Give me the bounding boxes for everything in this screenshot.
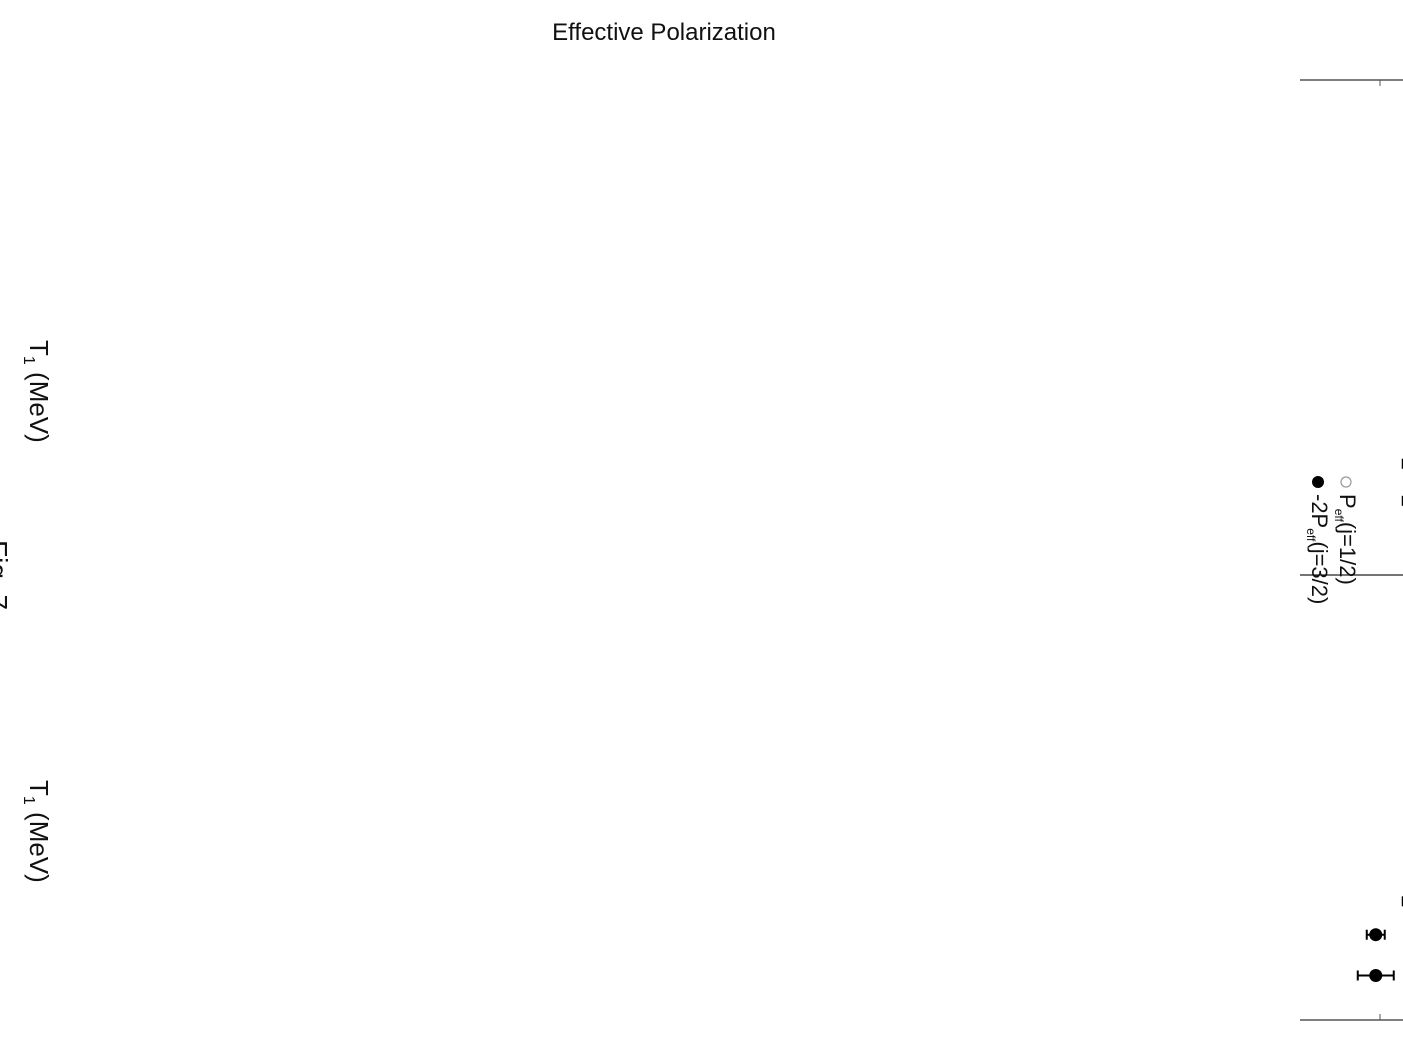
legend-closed-text: -2Peff(j=3/2) [1304,494,1332,604]
x-axis-label-left: T1 (MeV) [20,340,54,443]
svg-text:T1 (MeV): T1 (MeV) [20,780,54,883]
legend: Peff(j=1/2) -2Peff(j=3/2) [1304,476,1360,604]
legend-open-text: Peff(j=1/2) [1332,494,1360,585]
x-axis-label-right: T1 (MeV) [20,780,54,883]
panels: -0.50.00.5-0.50.00.5-0.50.00.53060901203… [1300,79,1403,1021]
legend-open-marker [1340,476,1352,488]
legend-closed-marker [1312,476,1324,488]
data-point-top-right-filled-9 [1369,928,1383,942]
svg-text:Fig. 7: Fig. 7 [0,540,13,610]
figure-caption: Fig. 7 [0,540,13,610]
y-axis-label: Effective Polarization [552,19,776,46]
svg-text:T1 (MeV): T1 (MeV) [20,340,54,443]
data-point-top-right-filled-10 [1369,969,1383,982]
rotated-chart-group: -0.50.00.5-0.50.00.5-0.50.00.53060901203… [1300,79,1403,1021]
